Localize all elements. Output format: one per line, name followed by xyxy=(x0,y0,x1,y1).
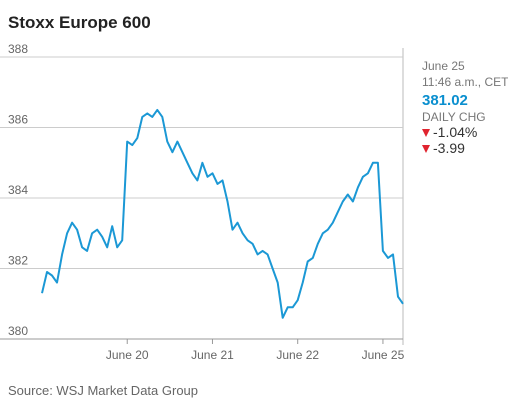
price-line xyxy=(41,108,404,319)
y-tick-label: 380 xyxy=(8,324,28,338)
x-tick-label: June 22 xyxy=(276,348,319,362)
info-change-abs: -3.99 xyxy=(433,140,465,156)
y-tick-label: 388 xyxy=(8,42,28,56)
chart-title: Stoxx Europe 600 xyxy=(8,13,151,32)
x-tick-label: June 25 xyxy=(362,348,405,362)
info-change-pct: -1.04% xyxy=(433,124,477,140)
x-tick-label: June 21 xyxy=(191,348,234,362)
info-date: June 25 xyxy=(422,59,465,73)
source: Source: WSJ Market Data Group xyxy=(8,383,198,398)
down-arrow xyxy=(422,145,430,153)
y-tick-label: 386 xyxy=(8,113,28,127)
info-price: 381.02 xyxy=(422,92,468,109)
down-arrow xyxy=(422,129,430,137)
y-tick-label: 384 xyxy=(8,183,28,197)
info-change-label: DAILY CHG xyxy=(422,110,486,124)
x-tick-label: June 20 xyxy=(106,348,149,362)
y-tick-label: 382 xyxy=(8,254,28,268)
info-time: 11:46 a.m., CET xyxy=(422,75,508,89)
